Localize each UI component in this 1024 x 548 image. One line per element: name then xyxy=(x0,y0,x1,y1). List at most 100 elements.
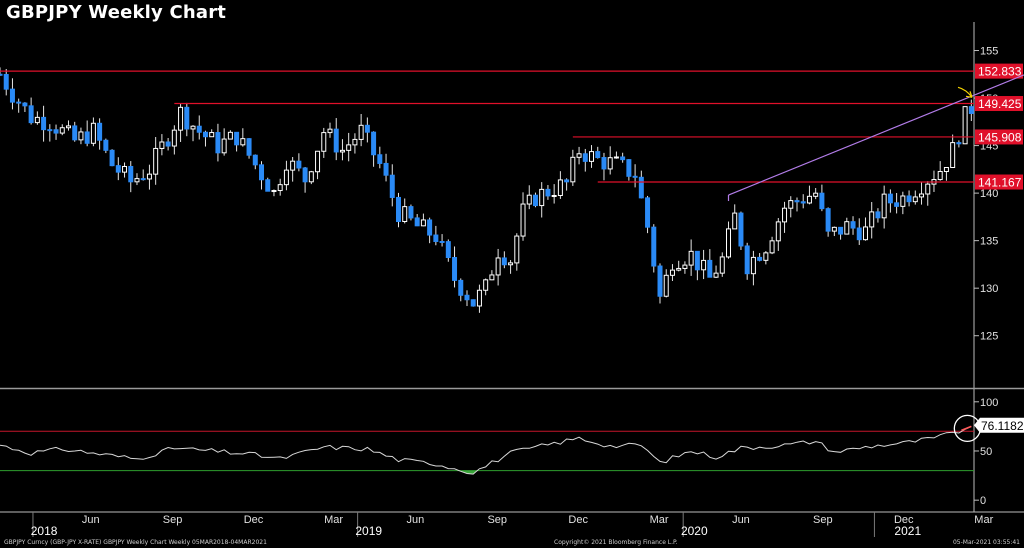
x-year-label: 2020 xyxy=(681,524,708,538)
candle-up xyxy=(178,106,184,131)
level-label-box xyxy=(975,174,1023,190)
candle-up xyxy=(346,144,352,151)
level-label: 141.167 xyxy=(978,176,1022,190)
level-label: 152.833 xyxy=(978,65,1022,79)
candle-up xyxy=(769,240,775,254)
candle-up xyxy=(420,219,426,227)
candle-down xyxy=(744,245,750,275)
candle-up xyxy=(962,106,968,145)
candle-down xyxy=(445,241,451,259)
candle-down xyxy=(53,129,59,134)
candle-down xyxy=(800,201,806,204)
level-label-box xyxy=(975,129,1023,145)
candle-up xyxy=(937,171,943,181)
candle-up xyxy=(508,262,514,266)
price-tick-label: 140 xyxy=(980,188,998,200)
candle-down xyxy=(875,211,881,219)
candle-up xyxy=(122,165,128,173)
candle-up xyxy=(514,235,520,264)
candle-up xyxy=(402,206,408,223)
candle-up xyxy=(732,212,738,230)
level-label: 145.908 xyxy=(978,130,1022,144)
x-axis: Jun Sep Dec Mar Jun Sep Dec Mar Jun Sep Dec Mar 2018… xyxy=(0,511,1024,538)
candle-down xyxy=(819,192,825,210)
candle-down xyxy=(626,159,632,177)
candle-up xyxy=(159,141,165,149)
candle-down xyxy=(894,202,900,207)
footer-source: GBPJPY Curncy (GBP-JPY X-RATE) GBPJPY We… xyxy=(4,539,267,546)
candle-up xyxy=(750,256,756,275)
candle-up xyxy=(34,116,40,124)
candle-up xyxy=(869,211,875,228)
candle-up xyxy=(209,132,215,138)
candle-up xyxy=(551,194,557,197)
candle-down xyxy=(47,129,53,132)
candle-up xyxy=(539,188,545,207)
price-tick-label: 125 xyxy=(980,331,998,343)
price-tick-label: 130 xyxy=(980,283,998,295)
candle-up xyxy=(688,250,694,266)
candle-up xyxy=(526,194,532,205)
candle-down xyxy=(632,175,638,178)
candle-up xyxy=(943,167,949,173)
arrow-head xyxy=(965,91,973,98)
candle-up xyxy=(327,128,333,134)
x-month-label: Sep xyxy=(163,514,183,526)
candle-up xyxy=(495,257,501,276)
x-year-label: 2018 xyxy=(31,524,58,538)
candle-down xyxy=(128,165,134,183)
candle-up xyxy=(719,256,725,274)
candle-up xyxy=(813,192,819,197)
candle-down xyxy=(694,250,700,271)
candle-up xyxy=(576,153,582,158)
x-month-label: Dec xyxy=(244,514,264,526)
chart-title: GBPJPY Weekly Chart xyxy=(6,2,227,23)
x-year-label: 2021 xyxy=(894,524,921,538)
candle-down xyxy=(296,160,302,169)
candle-down xyxy=(414,217,420,227)
candle-down xyxy=(140,178,146,181)
candle-up xyxy=(925,183,931,195)
candle-up xyxy=(483,279,489,291)
candle-down xyxy=(103,139,109,151)
candle-down xyxy=(470,299,476,307)
candle-up xyxy=(844,221,850,235)
candle-up xyxy=(806,195,812,204)
candle-up xyxy=(557,179,563,196)
rsi-tick-label: 0 xyxy=(980,495,986,507)
candle-down xyxy=(452,257,458,281)
candle-down xyxy=(458,279,464,296)
candle-down xyxy=(545,188,551,197)
candle-up xyxy=(788,200,794,209)
candle-up xyxy=(171,129,177,147)
candle-down xyxy=(968,106,974,114)
candle-down xyxy=(202,131,208,138)
candle-up xyxy=(607,157,613,170)
candle-up xyxy=(352,138,358,146)
candle-down xyxy=(109,149,115,167)
candle-up xyxy=(782,207,788,223)
candle-down xyxy=(757,256,763,261)
candle-up xyxy=(862,226,868,241)
candle-up xyxy=(589,151,595,162)
candle-down xyxy=(582,153,588,162)
candle-up xyxy=(271,190,277,193)
candle-down xyxy=(22,102,28,107)
x-month-label: Dec xyxy=(894,514,914,526)
candle-down xyxy=(564,179,570,183)
candle-up xyxy=(613,156,619,159)
candle-down xyxy=(906,195,912,203)
candle-down xyxy=(645,197,651,228)
candle-down xyxy=(638,176,644,199)
candle-down xyxy=(252,154,258,166)
candle-up xyxy=(321,132,327,152)
footer-copyright: Copyright© 2021 Bloomberg Finance L.P. xyxy=(554,539,678,546)
candle-up xyxy=(663,274,669,297)
candle-down xyxy=(464,294,470,301)
x-month-label: Jun xyxy=(82,514,100,526)
x-month-label: Mar xyxy=(324,514,343,526)
candle-down xyxy=(0,73,3,76)
candle-down xyxy=(371,131,377,156)
level-label-box xyxy=(975,96,1023,112)
candle-down xyxy=(738,212,744,247)
